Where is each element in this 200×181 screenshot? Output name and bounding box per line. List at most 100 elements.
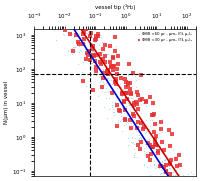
ΦθB >60 µr - µm₂ (ΓⱠ µ₂)₂ [92, 47, 95, 50]
ΦθB >60 µr - µm₂ (ΓⱠ µ₂)₂ [104, 82, 107, 85]
ΦθB <30 µr - µm₂ (ΓⱠ µ₂)₂ [114, 83, 118, 86]
ΦθB <30 µr - µm₂ (ΓⱠ µ₂)₂ [106, 72, 110, 75]
ΦθB >60 µr - µm₂ (ΓⱠ µ₂)₂ [111, 100, 114, 103]
ΦθB >60 µr - µm₂ (ΓⱠ µ₂)₂ [169, 174, 172, 177]
ΦθB >60 µr - µm₂ (ΓⱠ µ₂)₂ [129, 103, 132, 106]
ΦθB >60 µr - µm₂ (ΓⱠ µ₂)₂ [76, 34, 80, 37]
ΦθB <30 µr - µm₂ (ΓⱠ µ₂)₂ [124, 92, 127, 95]
ΦθB <30 µr - µm₂ (ΓⱠ µ₂)₂ [102, 71, 105, 74]
ΦθB >60 µr - µm₂ (ΓⱠ µ₂)₂ [133, 109, 136, 112]
ΦθB <30 µr - µm₂ (ΓⱠ µ₂)₂ [99, 62, 102, 65]
ΦθB >60 µr - µm₂ (ΓⱠ µ₂)₂ [97, 43, 101, 46]
ΦθB >60 µr - µm₂ (ΓⱠ µ₂)₂ [84, 48, 87, 51]
ΦθB >60 µr - µm₂ (ΓⱠ µ₂)₂ [140, 134, 143, 137]
ΦθB >60 µr - µm₂ (ΓⱠ µ₂)₂ [79, 50, 82, 53]
ΦθB >60 µr - µm₂ (ΓⱠ µ₂)₂ [114, 79, 117, 81]
ΦθB >60 µr - µm₂ (ΓⱠ µ₂)₂ [109, 79, 113, 81]
ΦθB <30 µr - µm₂ (ΓⱠ µ₂)₂ [115, 104, 118, 106]
ΦθB >60 µr - µm₂ (ΓⱠ µ₂)₂ [153, 167, 156, 170]
ΦθB >60 µr - µm₂ (ΓⱠ µ₂)₂ [169, 173, 173, 176]
ΦθB >60 µr - µm₂ (ΓⱠ µ₂)₂ [127, 101, 130, 104]
ΦθB >60 µr - µm₂ (ΓⱠ µ₂)₂ [92, 50, 95, 52]
ΦθB >60 µr - µm₂ (ΓⱠ µ₂)₂ [151, 131, 154, 134]
ΦθB <30 µr - µm₂ (ΓⱠ µ₂)₂ [82, 38, 85, 41]
ΦθB >60 µr - µm₂ (ΓⱠ µ₂)₂ [89, 61, 92, 64]
ΦθB <30 µr - µm₂ (ΓⱠ µ₂)₂ [146, 142, 149, 144]
ΦθB >60 µr - µm₂ (ΓⱠ µ₂)₂ [174, 174, 177, 177]
ΦθB <30 µr - µm₂ (ΓⱠ µ₂)₂ [151, 101, 154, 104]
ΦθB <30 µr - µm₂ (ΓⱠ µ₂)₂ [164, 169, 167, 172]
ΦθB >60 µr - µm₂ (ΓⱠ µ₂)₂ [138, 133, 141, 136]
ΦθB >60 µr - µm₂ (ΓⱠ µ₂)₂ [162, 159, 165, 162]
ΦθB >60 µr - µm₂ (ΓⱠ µ₂)₂ [54, 38, 57, 41]
ΦθB >60 µr - µm₂ (ΓⱠ µ₂)₂ [132, 156, 135, 159]
ΦθB >60 µr - µm₂ (ΓⱠ µ₂)₂ [88, 105, 91, 108]
ΦθB >60 µr - µm₂ (ΓⱠ µ₂)₂ [125, 120, 129, 123]
ΦθB >60 µr - µm₂ (ΓⱠ µ₂)₂ [125, 114, 128, 117]
ΦθB <30 µr - µm₂ (ΓⱠ µ₂)₂ [92, 54, 95, 57]
ΦθB >60 µr - µm₂ (ΓⱠ µ₂)₂ [70, 33, 74, 36]
ΦθB >60 µr - µm₂ (ΓⱠ µ₂)₂ [107, 90, 111, 93]
ΦθB >60 µr - µm₂ (ΓⱠ µ₂)₂ [121, 106, 124, 108]
ΦθB >60 µr - µm₂ (ΓⱠ µ₂)₂ [123, 106, 127, 109]
ΦθB >60 µr - µm₂ (ΓⱠ µ₂)₂ [111, 69, 114, 72]
ΦθB >60 µr - µm₂ (ΓⱠ µ₂)₂ [125, 89, 128, 92]
ΦθB >60 µr - µm₂ (ΓⱠ µ₂)₂ [155, 130, 159, 133]
ΦθB >60 µr - µm₂ (ΓⱠ µ₂)₂ [92, 51, 95, 54]
ΦθB <30 µr - µm₂ (ΓⱠ µ₂)₂ [136, 144, 139, 146]
ΦθB >60 µr - µm₂ (ΓⱠ µ₂)₂ [156, 137, 159, 140]
ΦθB >60 µr - µm₂ (ΓⱠ µ₂)₂ [123, 99, 126, 102]
ΦθB >60 µr - µm₂ (ΓⱠ µ₂)₂ [133, 137, 136, 140]
ΦθB >60 µr - µm₂ (ΓⱠ µ₂)₂ [120, 105, 123, 108]
ΦθB >60 µr - µm₂ (ΓⱠ µ₂)₂ [134, 144, 138, 147]
ΦθB >60 µr - µm₂ (ΓⱠ µ₂)₂ [126, 143, 130, 146]
ΦθB >60 µr - µm₂ (ΓⱠ µ₂)₂ [144, 126, 147, 129]
ΦθB <30 µr - µm₂ (ΓⱠ µ₂)₂ [97, 33, 100, 36]
ΦθB >60 µr - µm₂ (ΓⱠ µ₂)₂ [131, 141, 134, 144]
ΦθB >60 µr - µm₂ (ΓⱠ µ₂)₂ [79, 49, 82, 51]
ΦθB >60 µr - µm₂ (ΓⱠ µ₂)₂ [102, 83, 106, 86]
ΦθB <30 µr - µm₂ (ΓⱠ µ₂)₂ [116, 67, 119, 70]
ΦθB >60 µr - µm₂ (ΓⱠ µ₂)₂ [83, 38, 86, 41]
ΦθB >60 µr - µm₂ (ΓⱠ µ₂)₂ [137, 96, 140, 99]
ΦθB <30 µr - µm₂ (ΓⱠ µ₂)₂ [72, 50, 75, 52]
ΦθB >60 µr - µm₂ (ΓⱠ µ₂)₂ [144, 130, 147, 133]
ΦθB <30 µr - µm₂ (ΓⱠ µ₂)₂ [126, 92, 129, 95]
ΦθB >60 µr - µm₂ (ΓⱠ µ₂)₂ [143, 151, 146, 154]
ΦθB >60 µr - µm₂ (ΓⱠ µ₂)₂ [91, 42, 94, 45]
ΦθB >60 µr - µm₂ (ΓⱠ µ₂)₂ [113, 83, 117, 86]
ΦθB <30 µr - µm₂ (ΓⱠ µ₂)₂ [142, 126, 145, 129]
ΦθB >60 µr - µm₂ (ΓⱠ µ₂)₂ [148, 125, 151, 127]
ΦθB >60 µr - µm₂ (ΓⱠ µ₂)₂ [115, 63, 118, 66]
ΦθB >60 µr - µm₂ (ΓⱠ µ₂)₂ [94, 39, 97, 42]
ΦθB >60 µr - µm₂ (ΓⱠ µ₂)₂ [69, 31, 72, 34]
ΦθB >60 µr - µm₂ (ΓⱠ µ₂)₂ [132, 108, 135, 111]
ΦθB >60 µr - µm₂ (ΓⱠ µ₂)₂ [159, 173, 162, 176]
ΦθB >60 µr - µm₂ (ΓⱠ µ₂)₂ [90, 87, 93, 90]
ΦθB >60 µr - µm₂ (ΓⱠ µ₂)₂ [77, 33, 80, 36]
ΦθB <30 µr - µm₂ (ΓⱠ µ₂)₂ [169, 162, 172, 165]
ΦθB <30 µr - µm₂ (ΓⱠ µ₂)₂ [112, 64, 115, 67]
ΦθB <30 µr - µm₂ (ΓⱠ µ₂)₂ [168, 128, 171, 131]
ΦθB >60 µr - µm₂ (ΓⱠ µ₂)₂ [111, 83, 114, 85]
ΦθB >60 µr - µm₂ (ΓⱠ µ₂)₂ [92, 50, 95, 53]
ΦθB >60 µr - µm₂ (ΓⱠ µ₂)₂ [169, 167, 172, 170]
ΦθB >60 µr - µm₂ (ΓⱠ µ₂)₂ [155, 165, 158, 168]
ΦθB >60 µr - µm₂ (ΓⱠ µ₂)₂ [137, 138, 140, 141]
ΦθB >60 µr - µm₂ (ΓⱠ µ₂)₂ [100, 36, 103, 39]
ΦθB >60 µr - µm₂ (ΓⱠ µ₂)₂ [139, 136, 142, 139]
ΦθB >60 µr - µm₂ (ΓⱠ µ₂)₂ [87, 56, 90, 59]
ΦθB >60 µr - µm₂ (ΓⱠ µ₂)₂ [102, 81, 105, 83]
ΦθB >60 µr - µm₂ (ΓⱠ µ₂)₂ [72, 36, 75, 39]
ΦθB <30 µr - µm₂ (ΓⱠ µ₂)₂ [135, 90, 139, 93]
ΦθB >60 µr - µm₂ (ΓⱠ µ₂)₂ [108, 108, 111, 111]
ΦθB >60 µr - µm₂ (ΓⱠ µ₂)₂ [87, 43, 90, 46]
ΦθB >60 µr - µm₂ (ΓⱠ µ₂)₂ [72, 36, 76, 39]
ΦθB >60 µr - µm₂ (ΓⱠ µ₂)₂ [118, 119, 121, 122]
ΦθB >60 µr - µm₂ (ΓⱠ µ₂)₂ [106, 117, 109, 120]
ΦθB <30 µr - µm₂ (ΓⱠ µ₂)₂ [125, 81, 128, 83]
ΦθB <30 µr - µm₂ (ΓⱠ µ₂)₂ [107, 72, 110, 75]
ΦθB >60 µr - µm₂ (ΓⱠ µ₂)₂ [143, 143, 146, 146]
ΦθB >60 µr - µm₂ (ΓⱠ µ₂)₂ [167, 164, 170, 167]
ΦθB <30 µr - µm₂ (ΓⱠ µ₂)₂ [126, 83, 129, 86]
